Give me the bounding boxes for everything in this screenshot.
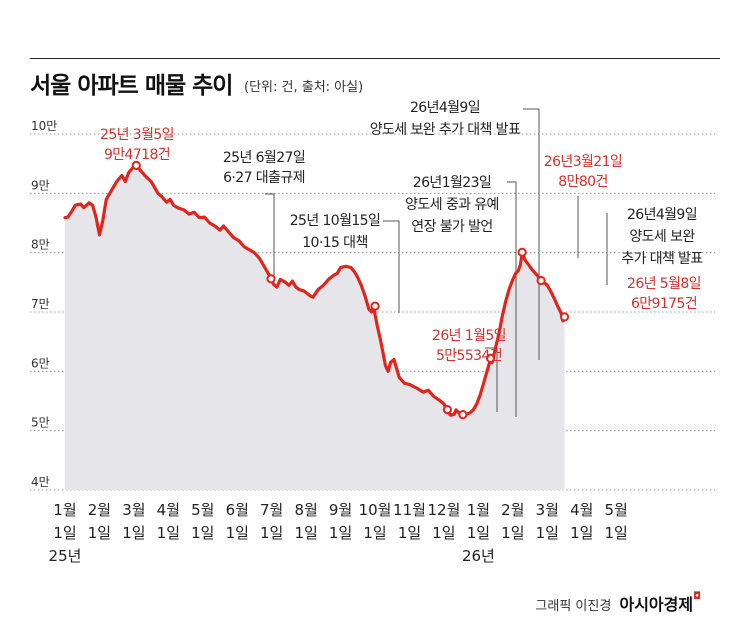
data-marker — [370, 301, 380, 311]
annotation-label: 26년1월23일 — [413, 175, 491, 191]
x-tick-label: 5월 — [191, 501, 214, 519]
annotation-label: 26년4월9일 — [627, 207, 697, 223]
annotation-label: 6만9175건 — [631, 296, 697, 312]
annotation-label: 25년 6월27일 — [223, 150, 305, 166]
x-tick-label: 1일 — [191, 524, 214, 542]
data-marker — [266, 274, 276, 284]
annotation-label: 연장 불가 발언 — [411, 219, 492, 235]
annotation-label: 6·27 대출규제 — [223, 170, 305, 186]
y-tick-label: 7만 — [31, 297, 50, 311]
data-marker — [559, 312, 570, 322]
y-tick-label: 5만 — [31, 416, 50, 430]
x-tick-labels: 1월 1일 25년 2월 1일 3월 1일 4월 1일 5월 1일 6월 1일 7월 1일 8월 1일 9월 1일 1… — [49, 501, 628, 565]
annotation-label: 8만80건 — [558, 174, 607, 190]
area-fill — [65, 165, 565, 491]
data-marker — [536, 275, 546, 286]
x-tick-label: 1일 — [226, 524, 249, 542]
x-tick-label: 1월 — [53, 501, 76, 519]
annotation-label: 양도세 보완 추가 대책 발표 — [370, 122, 521, 138]
brand-mark-icon: ◘ — [693, 591, 701, 602]
x-tick-label: 10월 — [359, 501, 392, 519]
x-tick-label: 1일 — [363, 524, 386, 542]
x-tick-label: 5월 — [605, 501, 628, 519]
x-tick-label: 26년 — [462, 547, 495, 565]
x-tick-label: 9월 — [329, 501, 352, 519]
x-tick-label: 1일 — [536, 524, 559, 542]
x-tick-label: 7월 — [260, 501, 283, 519]
x-tick-label: 1일 — [398, 524, 421, 542]
x-tick-label: 2월 — [88, 501, 111, 519]
annotation-label: 9만4718건 — [104, 147, 170, 163]
x-tick-label: 11월 — [393, 501, 426, 519]
chart-title: 서울 아파트 매물 추이 — [30, 73, 233, 99]
x-tick-label: 1일 — [467, 524, 490, 542]
x-tick-label: 3월 — [536, 501, 559, 519]
x-tick-label: 4월 — [157, 501, 180, 519]
x-tick-label: 1월 — [467, 501, 490, 519]
y-tick-label: 4만 — [31, 475, 50, 489]
x-tick-label: 1일 — [329, 524, 352, 542]
x-tick-label: 4월 — [570, 501, 593, 519]
x-tick-label: 1일 — [260, 524, 283, 542]
series-polyline — [63, 163, 567, 418]
annotation-label: 26년4월9일 — [410, 100, 480, 116]
annotation-leader — [383, 220, 400, 313]
y-tick-labels: 4만 5만 6만 7만 8만 9만 10만 — [31, 119, 57, 489]
x-tick-label: 1일 — [53, 524, 76, 542]
data-marker — [485, 353, 496, 363]
annotation-leader — [507, 181, 517, 417]
annotation-label: 5만5534건 — [436, 348, 502, 364]
annotation-label: 25년 3월5일 — [100, 127, 174, 143]
x-tick-label: 12월 — [428, 501, 461, 519]
area-polygon — [65, 165, 565, 491]
x-tick-label: 8월 — [294, 501, 317, 519]
y-tick-label: 6만 — [31, 356, 50, 370]
x-tick-label: 1일 — [88, 524, 111, 542]
credit-brand: 아시아경제 — [619, 595, 694, 614]
x-tick-label: 1일 — [432, 524, 455, 542]
annotation-label: 양도세 보완 — [629, 229, 695, 245]
annotation-label: 양도세 중과 유예 — [405, 197, 499, 213]
annotation-label: 26년3월21일 — [544, 154, 622, 170]
data-marker — [442, 404, 452, 415]
annotation-label: 추가 대책 발표 — [621, 251, 703, 267]
annotations: 25년 3월5일 9만4718건 25년 6월27일 6·27 대출규제 25년 10월… — [100, 100, 704, 364]
x-tick-label: 1일 — [605, 524, 628, 542]
chart-subtitle: (단위: 건, 출처: 아실) — [244, 80, 364, 95]
y-tick-label: 8만 — [31, 238, 50, 252]
credit-author: 그래픽 이진경 — [535, 599, 612, 614]
x-tick-label: 1일 — [570, 524, 593, 542]
x-tick-label: 2월 — [501, 501, 524, 519]
x-tick-label: 1일 — [157, 524, 180, 542]
x-tick-label: 6월 — [226, 501, 249, 519]
annotation-label: 25년 10월15일 — [290, 213, 381, 229]
x-tick-label: 3월 — [122, 501, 145, 519]
x-tick-label: 1일 — [501, 524, 524, 542]
series-line — [63, 163, 567, 418]
y-tick-label: 10만 — [31, 119, 57, 133]
title-rule — [30, 58, 720, 59]
x-tick-label: 1일 — [122, 524, 145, 542]
credit: 그래픽 이진경 아시아경제◘ — [535, 591, 701, 615]
annotation-label: 26년 5월8일 — [627, 276, 701, 292]
data-marker — [517, 247, 527, 257]
data-marker — [131, 160, 141, 170]
x-tick-label: 25년 — [49, 547, 82, 565]
annotation-leader — [265, 193, 275, 285]
data-marker — [458, 410, 468, 420]
data-markers — [131, 160, 570, 420]
y-tick-label: 9만 — [31, 178, 50, 192]
annotation-label: 26년 1월5일 — [432, 328, 506, 344]
annotation-label: 10·15 대책 — [302, 235, 368, 251]
x-tick-label: 1일 — [294, 524, 317, 542]
